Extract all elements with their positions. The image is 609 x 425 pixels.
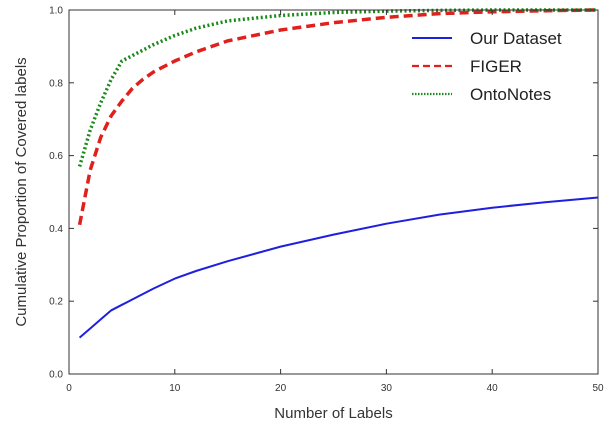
- legend-label: Our Dataset: [470, 29, 562, 48]
- legend: Our Dataset FIGER OntoNotes: [412, 29, 562, 104]
- y-axis: 0.0 0.2 0.4 0.6 0.8 1.0: [49, 6, 598, 381]
- y-tick-label: 1.0: [49, 6, 63, 17]
- series-line-our-dataset: [78, 196, 599, 339]
- series-line-figer: [77, 8, 599, 226]
- plot-frame: [68, 9, 599, 375]
- y-tick-label: 0.6: [49, 151, 63, 162]
- legend-label: OntoNotes: [470, 85, 551, 104]
- x-tick-label: 20: [275, 383, 287, 394]
- series-layer: [77, 8, 599, 339]
- x-tick-label: 0: [66, 383, 72, 394]
- x-tick-label: 50: [592, 383, 604, 394]
- x-tick-label: 30: [381, 383, 393, 394]
- x-axis-label: Number of Labels: [274, 405, 392, 422]
- x-tick-label: 10: [169, 383, 181, 394]
- x-tick-label: 40: [487, 383, 499, 394]
- y-tick-label: 0.0: [49, 370, 63, 381]
- y-tick-label: 0.4: [49, 224, 63, 235]
- y-axis-label: Cumulative Proportion of Covered labels: [13, 57, 30, 326]
- x-axis: 0 10 20 30 40 50: [66, 10, 604, 394]
- legend-label: FIGER: [470, 57, 522, 76]
- series-line-ontonotes: [77, 8, 598, 167]
- y-tick-label: 0.8: [49, 78, 63, 89]
- y-tick-label: 0.2: [49, 297, 63, 308]
